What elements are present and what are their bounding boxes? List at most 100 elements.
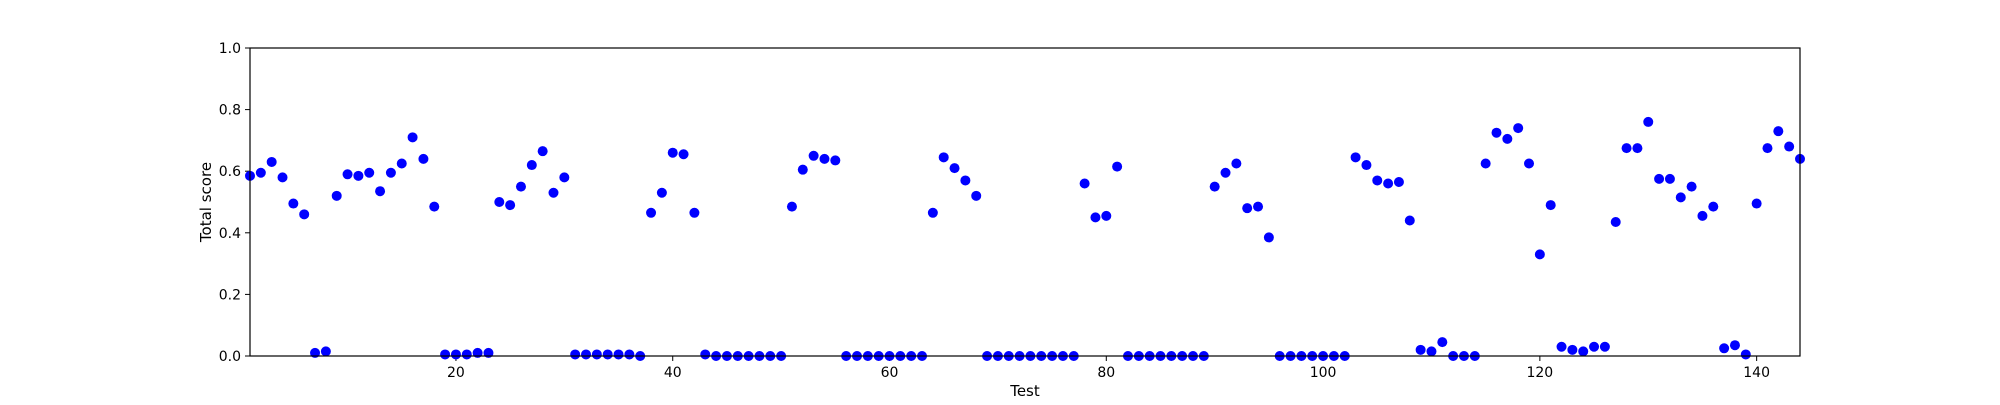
- x-tick-label: 80: [1097, 365, 1115, 381]
- data-point: [678, 149, 689, 160]
- data-point: [667, 147, 678, 158]
- data-point: [1784, 141, 1795, 152]
- data-point: [559, 172, 570, 183]
- data-point: [1697, 210, 1708, 221]
- data-point: [613, 349, 624, 360]
- y-tick-label: 0.2: [219, 287, 241, 303]
- data-point: [505, 200, 516, 211]
- data-point: [1090, 212, 1101, 223]
- data-point: [1426, 346, 1437, 357]
- data-point: [1253, 201, 1264, 212]
- data-point: [1383, 178, 1394, 189]
- data-point: [570, 349, 581, 360]
- data-point: [1589, 341, 1600, 352]
- data-point: [364, 167, 375, 178]
- data-point: [1350, 152, 1361, 163]
- data-point: [949, 163, 960, 174]
- data-point: [1101, 210, 1112, 221]
- data-point: [548, 187, 559, 198]
- data-point: [786, 201, 797, 212]
- data-point: [537, 146, 548, 157]
- data-point: [1231, 158, 1242, 169]
- data-point: [331, 190, 342, 201]
- data-point: [1610, 217, 1621, 228]
- data-point: [1751, 198, 1762, 209]
- x-tick-label: 120: [1526, 365, 1553, 381]
- data-point: [1524, 158, 1535, 169]
- y-tick-label: 1.0: [219, 41, 241, 57]
- data-point: [819, 153, 830, 164]
- data-point: [1491, 127, 1502, 138]
- data-point: [656, 187, 667, 198]
- data-point: [385, 167, 396, 178]
- data-point: [971, 190, 982, 201]
- data-point: [1664, 173, 1675, 184]
- data-point: [646, 207, 657, 218]
- data-point: [450, 349, 461, 360]
- data-point: [1654, 173, 1665, 184]
- data-point: [407, 132, 418, 143]
- data-point: [1729, 340, 1740, 351]
- data-point: [581, 349, 592, 360]
- data-point: [1112, 161, 1123, 172]
- data-point: [1708, 201, 1719, 212]
- data-point: [1220, 167, 1231, 178]
- x-axis-ticks: 20 40 60 80 100 120 140: [447, 356, 1770, 381]
- data-point: [938, 152, 949, 163]
- data-point: [1567, 344, 1578, 355]
- x-tick-label: 40: [664, 365, 682, 381]
- data-point: [624, 349, 635, 360]
- data-point: [461, 349, 472, 360]
- data-point: [526, 160, 537, 171]
- data-points: [245, 116, 1805, 361]
- data-point: [1242, 203, 1253, 214]
- y-tick-label: 0.4: [219, 226, 241, 242]
- data-point: [288, 198, 299, 209]
- x-tick-label: 140: [1743, 365, 1770, 381]
- data-point: [689, 207, 700, 218]
- data-point: [418, 153, 429, 164]
- data-point: [808, 150, 819, 161]
- data-point: [830, 155, 841, 166]
- x-tick-label: 60: [881, 365, 899, 381]
- x-tick-label: 100: [1310, 365, 1337, 381]
- data-point: [1773, 126, 1784, 137]
- data-point: [700, 349, 711, 360]
- data-point: [1719, 343, 1730, 354]
- y-tick-label: 0.0: [219, 349, 241, 365]
- data-point: [1502, 133, 1513, 144]
- y-tick-label: 0.6: [219, 164, 241, 180]
- data-point: [1675, 192, 1686, 203]
- data-point: [1534, 249, 1545, 260]
- data-point: [797, 164, 808, 175]
- data-point: [1415, 344, 1426, 355]
- data-point: [1686, 181, 1697, 192]
- data-point: [1599, 341, 1610, 352]
- data-point: [429, 201, 440, 212]
- data-point: [255, 167, 266, 178]
- data-point: [1740, 349, 1751, 360]
- data-point: [1404, 215, 1415, 226]
- y-axis-label: Total score: [197, 162, 215, 243]
- data-point: [1263, 232, 1274, 243]
- data-point: [396, 158, 407, 169]
- x-axis-label: Test: [1009, 382, 1040, 400]
- data-point: [1437, 337, 1448, 348]
- data-point: [1079, 178, 1090, 189]
- x-tick-label: 20: [447, 365, 465, 381]
- data-point: [1578, 346, 1589, 357]
- plot-area: [250, 48, 1800, 356]
- data-point: [266, 156, 277, 167]
- data-point: [1621, 143, 1632, 154]
- data-point: [277, 172, 288, 183]
- data-point: [1393, 176, 1404, 187]
- data-point: [1372, 175, 1383, 186]
- data-point: [375, 186, 386, 197]
- data-point: [1762, 143, 1773, 154]
- data-point: [1209, 181, 1220, 192]
- data-point: [960, 175, 971, 186]
- data-point: [440, 349, 451, 360]
- data-point: [494, 197, 505, 207]
- data-point: [927, 207, 938, 218]
